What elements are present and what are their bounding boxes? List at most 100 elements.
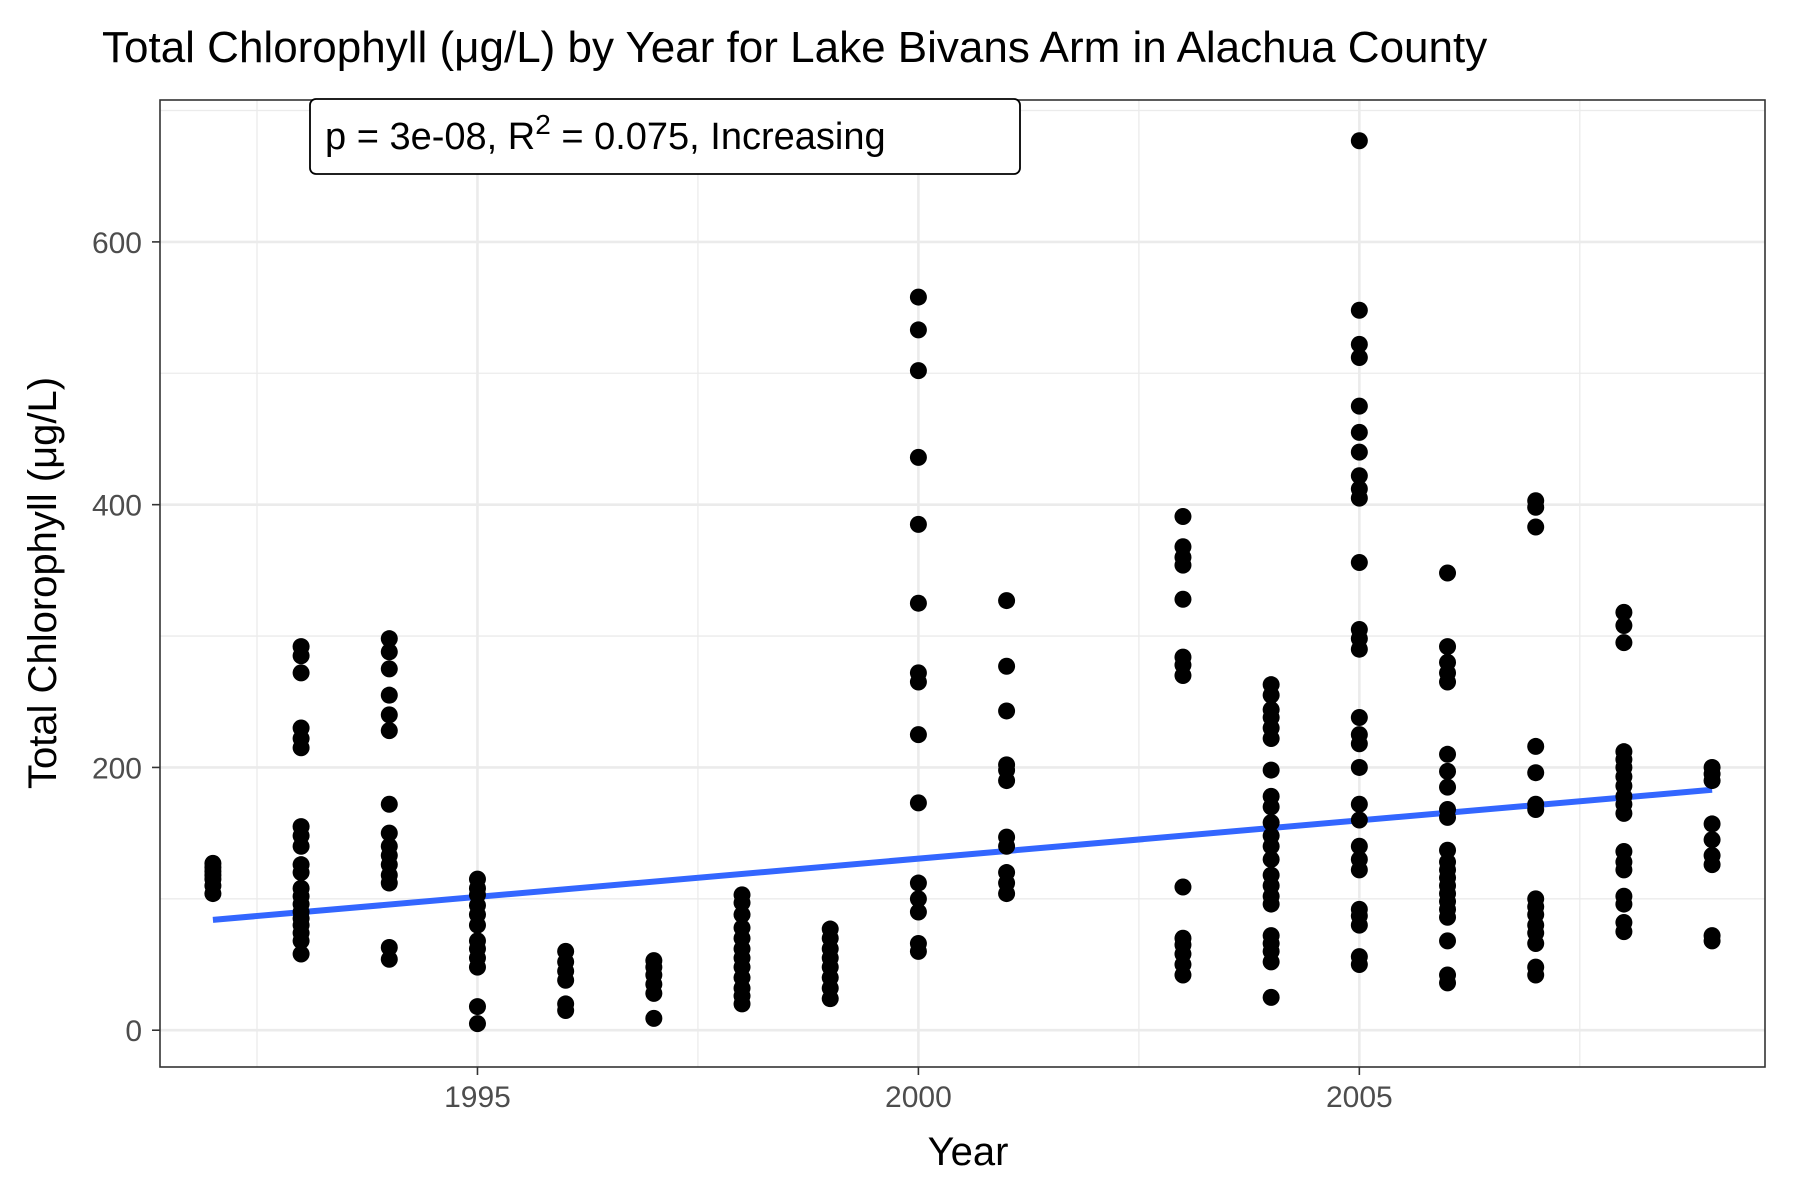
data-point-2007-10 — [1527, 764, 1545, 782]
data-point-1994-8 — [380, 795, 398, 813]
data-point-2003-13 — [1174, 507, 1192, 525]
data-point-2004-11 — [1262, 827, 1280, 845]
data-point-2008-1 — [1615, 913, 1633, 931]
data-point-2006-10 — [1439, 853, 1457, 871]
data-point-1995-5 — [468, 932, 486, 950]
data-point-2005-27 — [1350, 132, 1368, 150]
stats-annotation-superscript: 2 — [535, 109, 551, 140]
grid-minor — [160, 100, 1765, 1067]
data-point-1994-13 — [380, 643, 398, 661]
data-point-1994-12 — [380, 660, 398, 678]
data-point-2003-5 — [1174, 878, 1192, 896]
data-point-1994-1 — [380, 938, 398, 956]
stats-annotation-box — [309, 98, 1021, 175]
y-tick-label-3: 600 — [92, 227, 142, 260]
data-point-2005-8 — [1350, 811, 1368, 829]
data-points — [204, 132, 1721, 1033]
data-point-2003-12 — [1174, 538, 1192, 556]
data-point-2000-10 — [909, 515, 927, 533]
data-point-2005-24 — [1350, 349, 1368, 367]
data-point-2008-17 — [1615, 603, 1633, 621]
stats-annotation-text: p = 3e-08, R2 = 0.075, Increasing — [325, 109, 886, 158]
data-point-2005-20 — [1350, 467, 1368, 485]
data-point-2008-14 — [1615, 743, 1633, 761]
data-point-1994-11 — [380, 686, 398, 704]
data-point-2000-9 — [909, 594, 927, 612]
data-point-2005-23 — [1350, 397, 1368, 415]
data-point-2005-17 — [1350, 553, 1368, 571]
data-point-2003-8 — [1174, 648, 1192, 666]
data-point-2006-15 — [1439, 762, 1457, 780]
y-axis-title: Total Chlorophyll (μg/L) — [21, 377, 65, 789]
data-point-1994-14 — [380, 630, 398, 648]
stats-annotation-prefix: p = 3e-08, R — [325, 116, 535, 158]
data-point-1995-0 — [468, 1015, 486, 1033]
data-point-1993-0 — [292, 945, 310, 963]
data-point-2000-14 — [909, 288, 927, 306]
data-point-2008-3 — [1615, 887, 1633, 905]
stats-annotation-suffix: = 0.075, Increasing — [551, 116, 886, 158]
data-point-1994-0 — [380, 950, 398, 968]
data-point-1993-19 — [292, 638, 310, 656]
data-point-2005-10 — [1350, 758, 1368, 776]
data-point-1995-11 — [468, 870, 486, 888]
data-point-2007-14 — [1527, 492, 1545, 510]
data-point-2004-0 — [1262, 988, 1280, 1006]
data-point-2005-6 — [1350, 850, 1368, 868]
data-point-2009-5 — [1703, 815, 1721, 833]
data-point-2000-3 — [909, 890, 927, 908]
y-tick-label-1: 200 — [92, 752, 142, 785]
data-point-2004-19 — [1262, 701, 1280, 719]
data-point-2005-7 — [1350, 837, 1368, 855]
data-point-2006-14 — [1439, 778, 1457, 796]
stats-annotation: p = 3e-08, R2 = 0.075, Increasing — [309, 98, 1021, 175]
data-point-1996-1 — [557, 995, 575, 1013]
data-point-2001-10 — [998, 592, 1016, 610]
data-point-2001-4 — [998, 828, 1016, 846]
data-point-1994-10 — [380, 706, 398, 724]
data-point-2004-4 — [1262, 927, 1280, 945]
data-point-2004-15 — [1262, 761, 1280, 779]
data-point-2006-19 — [1439, 653, 1457, 671]
data-point-2004-9 — [1262, 850, 1280, 868]
data-point-1994-6 — [380, 837, 398, 855]
data-point-2009-3 — [1703, 846, 1721, 864]
data-point-2000-5 — [909, 794, 927, 812]
y-tick-label-0: 0 — [125, 1015, 142, 1048]
data-point-2001-9 — [998, 657, 1016, 675]
data-point-1998-9 — [733, 906, 751, 924]
data-point-2003-4 — [1174, 929, 1192, 947]
data-point-1992-6 — [204, 854, 222, 872]
y-axis: 0 200 400 600 — [92, 227, 160, 1048]
data-point-2007-11 — [1527, 737, 1545, 755]
data-point-2004-8 — [1262, 866, 1280, 884]
data-point-2009-8 — [1703, 758, 1721, 776]
y-tick-label-2: 400 — [92, 490, 142, 523]
data-point-2005-9 — [1350, 795, 1368, 813]
data-point-1997-5 — [645, 952, 663, 970]
data-point-2005-1 — [1350, 948, 1368, 966]
data-point-2001-8 — [998, 702, 1016, 720]
data-point-2005-4 — [1350, 900, 1368, 918]
data-point-2009-1 — [1703, 927, 1721, 945]
data-point-2006-1 — [1439, 966, 1457, 984]
data-point-2003-9 — [1174, 590, 1192, 608]
data-point-2001-7 — [998, 756, 1016, 774]
data-point-2000-11 — [909, 448, 927, 466]
data-point-2006-13 — [1439, 800, 1457, 818]
data-point-1993-17 — [292, 664, 310, 682]
data-point-1994-9 — [380, 722, 398, 740]
data-point-2006-2 — [1439, 932, 1457, 950]
data-point-2007-7 — [1527, 890, 1545, 908]
data-point-1995-1 — [468, 998, 486, 1016]
data-point-2005-21 — [1350, 443, 1368, 461]
data-point-2009-4 — [1703, 831, 1721, 849]
data-point-2008-6 — [1615, 843, 1633, 861]
data-point-2007-1 — [1527, 958, 1545, 976]
data-point-2000-2 — [909, 903, 927, 921]
x-tick-label-0: 1995 — [444, 1081, 511, 1114]
data-point-2005-13 — [1350, 709, 1368, 727]
data-point-1999-7 — [821, 920, 839, 938]
data-point-2006-20 — [1439, 638, 1457, 656]
data-point-1993-16 — [292, 719, 310, 737]
